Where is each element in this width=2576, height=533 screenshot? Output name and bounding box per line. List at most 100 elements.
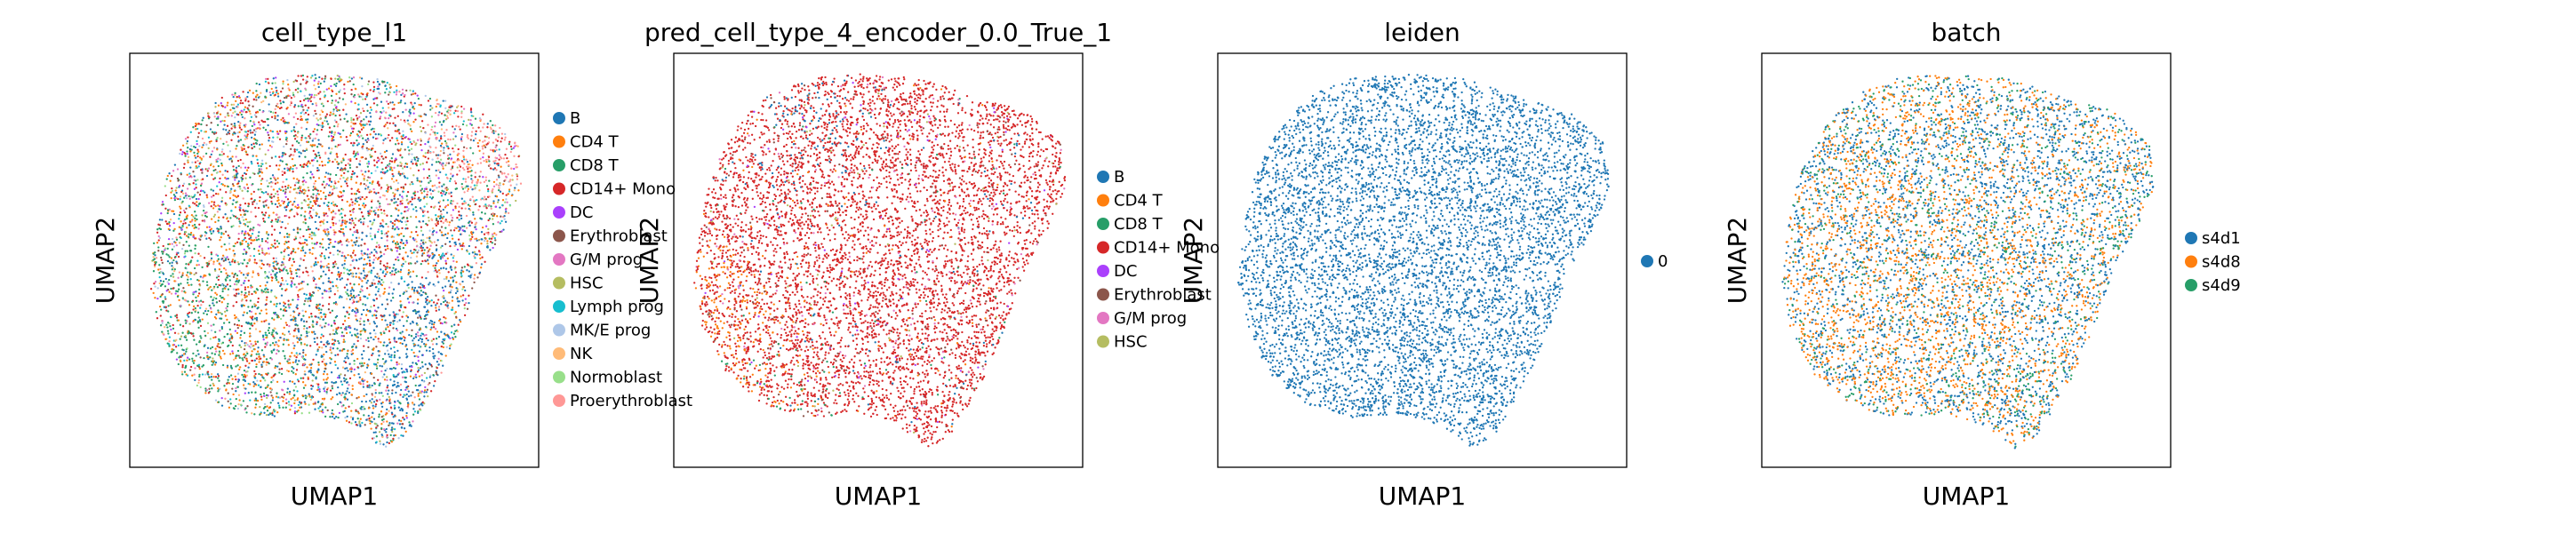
scatter-point xyxy=(474,187,476,189)
scatter-point xyxy=(355,236,358,239)
scatter-point xyxy=(496,215,499,218)
scatter-point xyxy=(253,123,256,126)
scatter-point xyxy=(291,366,293,369)
scatter-point xyxy=(387,187,389,190)
scatter-point xyxy=(217,375,220,378)
scatter-point xyxy=(444,259,447,262)
scatter-point xyxy=(219,188,221,191)
scatter-point xyxy=(446,220,449,223)
scatter-point xyxy=(276,102,279,106)
scatter-point xyxy=(220,357,222,360)
scatter-point xyxy=(344,103,348,106)
scatter-point xyxy=(246,187,250,189)
scatter-point xyxy=(462,178,465,180)
scatter-point xyxy=(335,314,339,318)
scatter-point xyxy=(192,305,196,308)
scatter-point xyxy=(443,152,445,155)
scatter-point xyxy=(242,110,244,113)
scatter-point xyxy=(367,337,370,339)
scatter-point xyxy=(471,287,474,290)
scatter-point xyxy=(390,355,393,359)
scatter-point xyxy=(350,88,353,91)
scatter-point xyxy=(182,287,185,290)
scatter-point xyxy=(160,256,163,259)
scatter-point xyxy=(293,283,296,286)
scatter-point xyxy=(420,244,423,248)
scatter-point xyxy=(247,366,250,369)
scatter-point xyxy=(250,197,253,200)
scatter-point xyxy=(500,171,502,173)
scatter-point xyxy=(472,211,475,214)
scatter-point xyxy=(470,233,474,235)
scatter-point xyxy=(444,118,448,121)
scatter-point xyxy=(396,243,400,246)
scatter-point xyxy=(260,393,262,396)
scatter-point xyxy=(215,171,219,174)
scatter-point xyxy=(238,399,241,402)
scatter-point xyxy=(394,314,396,316)
scatter-point xyxy=(444,299,447,302)
scatter-point xyxy=(178,218,180,220)
scatter-point xyxy=(265,363,268,366)
scatter-point xyxy=(203,345,205,347)
scatter-point xyxy=(258,245,261,248)
scatter-point xyxy=(393,338,396,340)
scatter-point xyxy=(496,139,500,142)
scatter-point xyxy=(246,220,249,224)
scatter-point xyxy=(296,354,299,356)
scatter-point xyxy=(282,120,285,123)
scatter-point xyxy=(308,251,311,254)
scatter-point xyxy=(197,203,201,205)
scatter-point xyxy=(249,327,252,330)
scatter-point xyxy=(398,423,402,426)
scatter-point xyxy=(374,286,378,289)
scatter-point xyxy=(443,147,445,149)
scatter-point xyxy=(325,388,329,391)
scatter-point xyxy=(345,290,348,294)
scatter-point xyxy=(278,138,282,140)
scatter-point xyxy=(193,359,196,362)
scatter-point xyxy=(187,235,190,238)
scatter-point xyxy=(402,324,405,328)
scatter-point xyxy=(262,201,265,203)
scatter-point xyxy=(452,112,456,115)
scatter-point xyxy=(367,83,370,86)
scatter-point xyxy=(388,122,391,124)
scatter-point xyxy=(482,113,484,115)
scatter-point xyxy=(436,154,440,156)
scatter-point xyxy=(451,235,453,237)
scatter-point xyxy=(284,306,287,309)
scatter-point xyxy=(304,98,307,100)
scatter-point xyxy=(424,152,427,155)
scatter-point xyxy=(196,159,199,163)
scatter-point xyxy=(507,193,510,195)
scatter-point xyxy=(366,364,370,367)
scatter-point xyxy=(278,216,281,219)
scatter-point xyxy=(328,342,331,345)
scatter-point xyxy=(196,311,200,314)
scatter-point xyxy=(235,292,238,295)
scatter-point xyxy=(284,354,286,357)
scatter-point xyxy=(294,328,297,330)
scatter-point xyxy=(368,188,372,192)
scatter-point xyxy=(241,339,244,343)
scatter-point xyxy=(417,410,420,413)
scatter-point xyxy=(227,400,229,402)
scatter-point xyxy=(404,243,407,247)
scatter-point xyxy=(260,188,262,191)
scatter-point xyxy=(396,363,398,366)
scatter-point xyxy=(404,227,407,230)
scatter-point xyxy=(197,252,200,255)
scatter-point xyxy=(187,271,189,274)
scatter-point xyxy=(192,171,195,173)
scatter-point xyxy=(452,147,454,150)
scatter-point xyxy=(378,206,381,209)
scatter-point xyxy=(168,336,172,338)
scatter-point xyxy=(323,343,325,346)
scatter-point xyxy=(355,346,357,349)
scatter-point xyxy=(458,211,460,213)
scatter-point xyxy=(359,337,363,340)
scatter-point xyxy=(360,362,363,364)
scatter-point xyxy=(356,240,358,243)
scatter-point xyxy=(258,252,260,256)
